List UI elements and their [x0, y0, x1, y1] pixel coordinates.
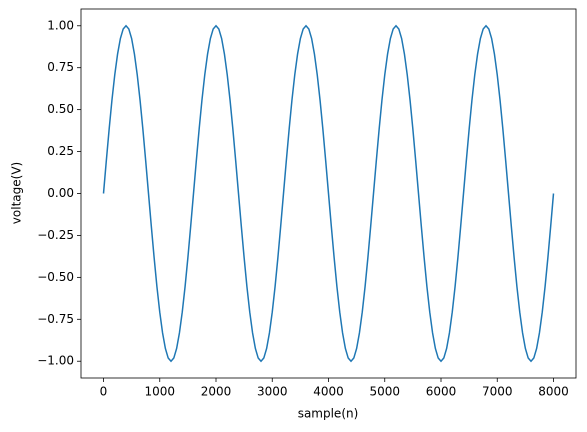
x-axis-label: sample(n) [298, 407, 359, 421]
plot-frame [80, 8, 577, 379]
x-tick-label: 0 [100, 385, 108, 399]
y-tick-label: −1.00 [37, 354, 74, 368]
line [102, 24, 555, 363]
x-tick-label: 3000 [257, 385, 288, 399]
x-tick-label: 8000 [538, 385, 569, 399]
x-tick-label: 7000 [482, 385, 513, 399]
y-tick-label: 0.75 [47, 60, 74, 74]
y-tick-label: −0.75 [37, 312, 74, 326]
y-axis-label: voltage(V) [10, 162, 24, 224]
y-tick-label: 1.00 [47, 18, 74, 32]
x-tick-label: 4000 [313, 385, 344, 399]
x-tick-label: 6000 [426, 385, 457, 399]
y-tick-label: 0.50 [47, 102, 74, 116]
x-tick-label: 5000 [369, 385, 400, 399]
x-tick-label: 1000 [144, 385, 175, 399]
y-tick-label: −0.50 [37, 270, 74, 284]
y-tick-label: 0.25 [47, 144, 74, 158]
x-tick-label: 2000 [201, 385, 232, 399]
y-tick-label: 0.00 [47, 186, 74, 200]
y-tick-label: −0.25 [37, 228, 74, 242]
